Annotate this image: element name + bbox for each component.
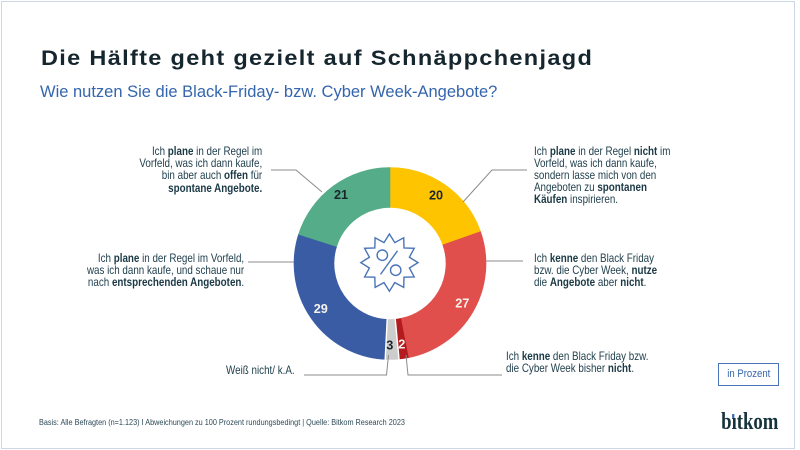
- svg-text:2: 2: [398, 337, 405, 351]
- svg-text:3: 3: [386, 339, 393, 353]
- svg-text:29: 29: [314, 302, 328, 316]
- svg-text:21: 21: [334, 188, 348, 202]
- svg-text:20: 20: [429, 189, 443, 203]
- svg-text:27: 27: [455, 296, 469, 310]
